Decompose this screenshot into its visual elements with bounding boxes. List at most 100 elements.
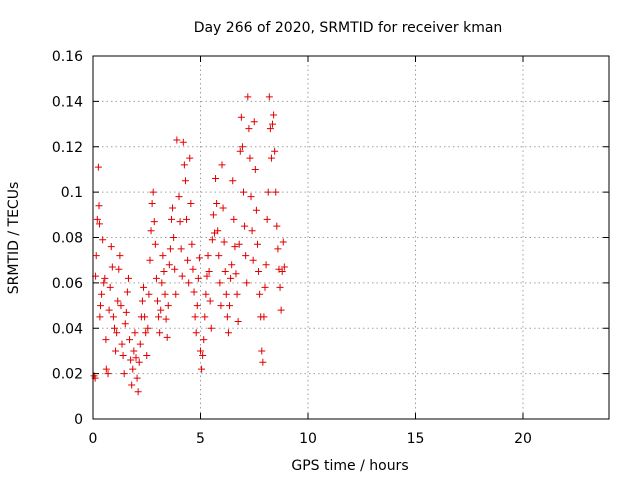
- x-tick-label: 0: [89, 431, 98, 447]
- data-point: [279, 238, 287, 246]
- data-point: [231, 243, 239, 251]
- data-point: [105, 306, 113, 314]
- data-point: [106, 283, 114, 291]
- data-point: [197, 347, 204, 355]
- data-point: [179, 138, 187, 146]
- data-point: [207, 324, 215, 332]
- data-point: [193, 302, 201, 310]
- data-point: [263, 215, 271, 223]
- data-point: [252, 206, 260, 214]
- data-point: [104, 370, 112, 378]
- data-point: [101, 274, 109, 282]
- data-point: [280, 263, 288, 271]
- data-point: [250, 118, 258, 126]
- data-point: [107, 243, 115, 251]
- y-axis-label: SRMTID / TECUs: [6, 182, 22, 295]
- y-tick-label: 0.14: [52, 94, 83, 110]
- data-point: [133, 374, 141, 382]
- data-point: [92, 252, 100, 260]
- data-point: [152, 274, 160, 282]
- data-point: [170, 234, 178, 241]
- data-point: [175, 193, 183, 201]
- data-point: [130, 347, 138, 355]
- data-point: [203, 272, 211, 280]
- x-tick-label: 20: [514, 431, 532, 447]
- data-point: [163, 333, 171, 341]
- data-point: [160, 268, 168, 276]
- data-point: [261, 283, 269, 291]
- data-point: [245, 125, 253, 133]
- y-tick-label: 0.04: [52, 321, 83, 337]
- data-point: [205, 268, 213, 276]
- y-tick-label: 0.08: [52, 231, 83, 247]
- data-point: [213, 199, 221, 207]
- data-point: [190, 288, 198, 296]
- data-point: [135, 358, 143, 366]
- data-point: [246, 154, 254, 162]
- data-point: [187, 199, 195, 207]
- data-point: [230, 215, 238, 223]
- data-point: [185, 279, 193, 287]
- data-point: [223, 313, 231, 321]
- data-point: [267, 154, 275, 162]
- data-point: [138, 297, 146, 305]
- data-point: [173, 136, 181, 144]
- data-point: [269, 120, 277, 128]
- data-point: [151, 240, 159, 248]
- data-point: [112, 347, 120, 355]
- data-point: [199, 351, 207, 359]
- data-point: [194, 274, 202, 282]
- data-point: [229, 177, 237, 185]
- data-point: [167, 215, 175, 223]
- data-point: [161, 290, 169, 298]
- data-point: [276, 283, 284, 291]
- data-point: [188, 240, 196, 248]
- data-point: [180, 161, 188, 169]
- x-tick-label: 10: [299, 431, 317, 447]
- data-point: [128, 381, 136, 389]
- data-point: [274, 245, 282, 253]
- y-tick-label: 0: [74, 412, 83, 428]
- data-point: [176, 218, 184, 226]
- data-point: [94, 163, 102, 171]
- data-point: [255, 268, 263, 276]
- data-point: [234, 317, 242, 325]
- data-point: [144, 324, 152, 332]
- data-point: [172, 290, 180, 298]
- data-point: [181, 177, 189, 185]
- y-tick-label: 0.02: [52, 367, 83, 383]
- data-point: [273, 222, 281, 230]
- data-point: [260, 313, 268, 321]
- data-point: [102, 336, 110, 344]
- data-point: [270, 111, 278, 119]
- y-tick-label: 0.12: [52, 140, 83, 156]
- data-point: [100, 279, 108, 287]
- data-point: [177, 245, 185, 253]
- data-point: [93, 215, 101, 223]
- data-point: [183, 215, 191, 223]
- data-point: [122, 308, 130, 316]
- data-point: [217, 302, 225, 310]
- data-point: [204, 252, 212, 260]
- data-point: [206, 297, 214, 305]
- data-point: [233, 290, 241, 298]
- data-point: [244, 93, 252, 101]
- data-point: [262, 261, 270, 269]
- data-point: [237, 113, 245, 121]
- data-point: [118, 340, 126, 348]
- data-point: [102, 365, 110, 373]
- data-points: [90, 93, 288, 396]
- data-point: [95, 220, 103, 228]
- data-point: [129, 365, 137, 373]
- data-point: [186, 154, 194, 162]
- data-point: [136, 340, 144, 348]
- data-point: [127, 356, 135, 364]
- data-point: [232, 270, 240, 278]
- data-point: [115, 265, 123, 273]
- data-point: [200, 336, 208, 344]
- data-point: [242, 252, 250, 260]
- data-point: [208, 236, 216, 244]
- data-point: [218, 161, 226, 169]
- data-point: [131, 329, 139, 337]
